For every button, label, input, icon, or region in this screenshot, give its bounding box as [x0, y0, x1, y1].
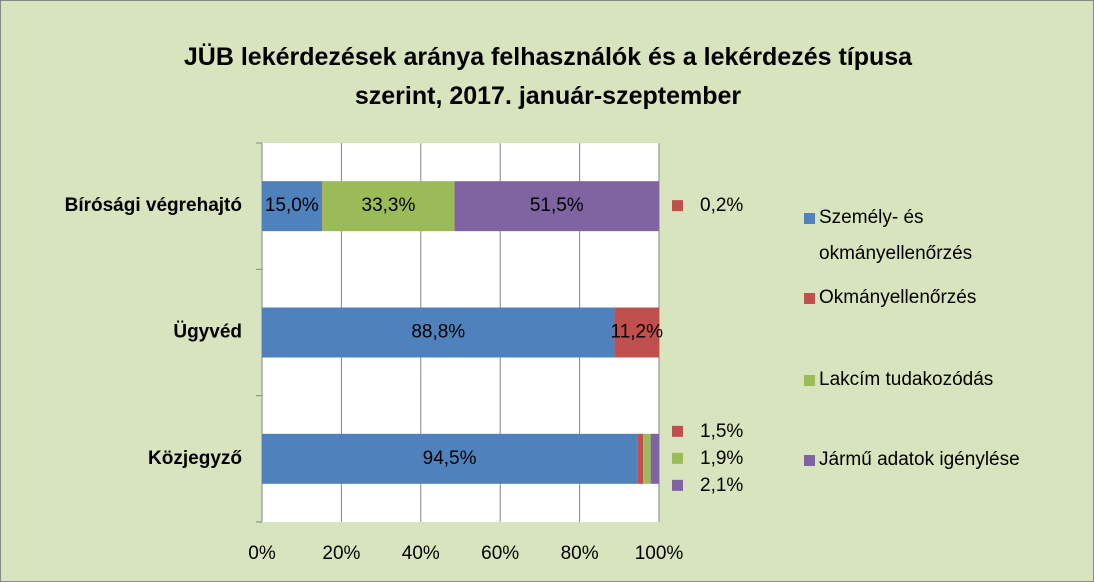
legend-label: Lakcím tudakozódás	[819, 369, 994, 390]
legend-label: Személy- és okmányellenőrzés	[819, 207, 973, 264]
data-label-key	[672, 452, 683, 464]
x-tick-label: 100%	[635, 543, 684, 564]
bar-segment	[614, 307, 659, 358]
y-tick-label: Közjegyző	[148, 448, 242, 469]
bar-segment	[262, 433, 638, 484]
legend-swatch	[804, 213, 815, 224]
data-label: 1,5%	[700, 421, 743, 442]
legend-item: Jármű adatok igénylése	[804, 442, 1064, 478]
bar-segment	[262, 307, 615, 358]
data-label-key	[672, 200, 683, 212]
data-label: 0,2%	[700, 195, 743, 216]
chart-title: JÜB lekérdezések aránya felhasználók és …	[183, 43, 913, 110]
data-label: 94,5%	[423, 448, 477, 469]
legend-item: Személy- és okmányellenőrzés	[804, 200, 1064, 272]
data-label: 15,0%	[265, 195, 319, 216]
bar-segment	[637, 433, 644, 484]
legend-item: Okmányellenőrzés	[804, 280, 1064, 316]
data-label: 1,9%	[700, 448, 743, 469]
bar-segment	[643, 433, 651, 484]
x-tick-label: 0%	[248, 543, 276, 564]
bar-segment	[322, 181, 455, 232]
legend-label: Jármű adatok igénylése	[819, 449, 1020, 470]
data-label: 11,2%	[611, 322, 664, 343]
bar-segment	[650, 433, 659, 484]
bar-segment	[454, 181, 659, 232]
x-tick-label: 60%	[481, 543, 519, 564]
y-tick-label: Bírósági végrehajtó	[65, 195, 242, 216]
legend-label: Okmányellenőrzés	[819, 287, 977, 308]
x-tick-label: 40%	[402, 543, 440, 564]
x-tick-label: 20%	[322, 543, 360, 564]
data-label-key	[672, 479, 683, 491]
y-tick-label: Ügyvéd	[173, 322, 242, 343]
data-label: 51,5%	[530, 195, 584, 216]
data-label-key	[672, 425, 683, 437]
data-label: 2,1%	[700, 475, 743, 496]
bar-segment	[262, 181, 322, 232]
bar-segment	[321, 181, 323, 232]
data-label: 33,3%	[362, 195, 416, 216]
legend-swatch	[804, 455, 815, 466]
x-tick-label: 80%	[561, 543, 599, 564]
data-label: 88,8%	[411, 322, 465, 343]
legend-item: Lakcím tudakozódás	[804, 362, 1064, 398]
legend-swatch	[804, 293, 815, 304]
legend-swatch	[804, 375, 815, 386]
